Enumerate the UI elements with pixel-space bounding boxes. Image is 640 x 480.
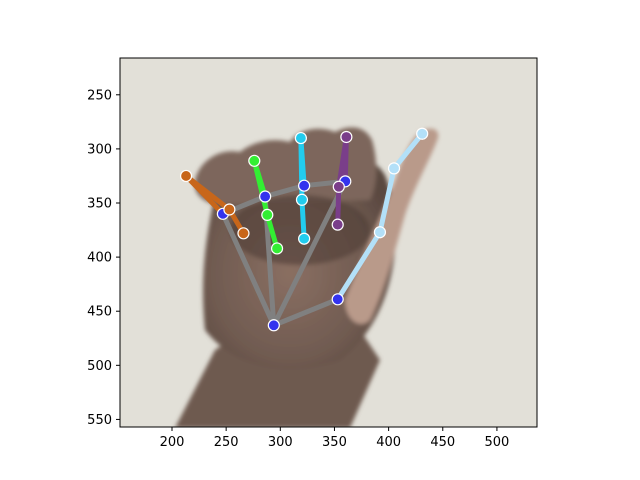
y-tick-label: 350 — [87, 197, 112, 212]
x-axis: 200 250 300 350 400 450 500 — [160, 427, 510, 450]
skeleton-connection-7 — [335, 229, 383, 302]
y-axis: 250 300 350 400 450 500 550 — [87, 88, 120, 428]
keypoint-3 — [387, 162, 401, 175]
keypoint-8 — [237, 227, 250, 240]
x-tick-label: 500 — [485, 435, 510, 450]
y-tick-label: 250 — [87, 88, 112, 103]
keypoint-1 — [331, 293, 344, 306]
skeleton-connection-4 — [262, 183, 307, 200]
skeleton-connection-9 — [391, 131, 425, 171]
keypoint-15 — [295, 193, 309, 206]
y-tick-label: 300 — [87, 142, 112, 157]
skeleton-connection-14 — [251, 158, 270, 218]
keypoint-7 — [223, 203, 236, 216]
x-tick-label: 200 — [160, 435, 185, 450]
plot-area — [120, 58, 537, 427]
x-tick-label: 250 — [214, 435, 239, 450]
keypoint-16 — [298, 232, 311, 245]
keypoint-13 — [298, 179, 311, 192]
y-tick-label: 450 — [87, 305, 112, 320]
keypoint-14 — [294, 131, 307, 145]
x-tick-label: 450 — [430, 435, 455, 450]
keypoint-20 — [331, 218, 344, 231]
keypoint-11 — [261, 208, 274, 222]
keypoint-6 — [179, 169, 193, 183]
skeleton-connection-0 — [220, 211, 277, 328]
skeleton-connection-8 — [377, 165, 397, 235]
keypoint-4 — [416, 127, 429, 140]
skeleton-keypoints — [179, 127, 429, 332]
x-tick-label: 400 — [376, 435, 401, 450]
y-tick-label: 500 — [87, 359, 112, 374]
skeleton-connection-11 — [183, 173, 232, 212]
keypoint-12 — [270, 242, 284, 255]
y-tick-label: 400 — [87, 251, 112, 266]
keypoint-2 — [373, 226, 387, 239]
keypoint-18 — [340, 130, 353, 144]
keypoint-0 — [267, 319, 280, 332]
skeleton-connection-18 — [299, 197, 307, 242]
skeleton-connection-2 — [271, 178, 348, 328]
keypoint-9 — [259, 190, 272, 203]
x-tick-label: 350 — [322, 435, 347, 450]
axes-frame — [119, 57, 538, 428]
skeleton-connection-21 — [335, 184, 342, 228]
hand-photo — [175, 127, 439, 427]
x-tick-label: 300 — [268, 435, 293, 450]
keypoint-10 — [248, 154, 261, 167]
y-tick-label: 550 — [87, 413, 112, 428]
skeleton-connection-6 — [271, 296, 341, 328]
keypoint-19 — [332, 180, 345, 193]
